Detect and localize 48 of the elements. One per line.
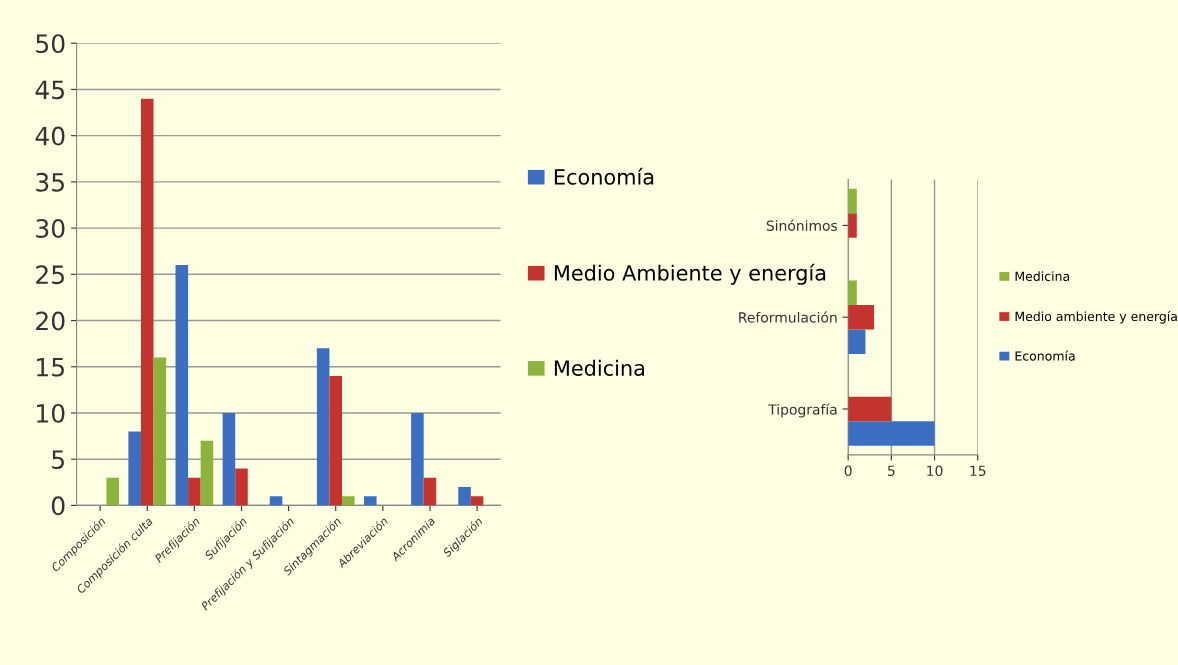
y-tick-label: Reformulación (739, 311, 837, 323)
bar (342, 496, 355, 506)
bar (848, 188, 857, 214)
y-tick-label: 10 (37, 403, 65, 423)
y-tick-label: Tipografía (768, 403, 837, 418)
bar (470, 496, 484, 506)
bar (848, 280, 857, 305)
legend-label: Economía (554, 167, 654, 185)
y-tick-label: 30 (36, 219, 65, 238)
bar (128, 431, 141, 506)
bar (848, 421, 935, 446)
y-tick-label: 20 (36, 311, 65, 331)
bar (316, 348, 330, 506)
bar (848, 213, 857, 238)
y-tick-label: 25 (36, 265, 64, 285)
y-tick-label: 0 (51, 496, 65, 516)
bar (411, 412, 424, 506)
x-tick-label: 10 (927, 465, 943, 477)
y-tick-label: Sinónimos (766, 219, 838, 231)
bar (222, 412, 236, 506)
x-tick-label: 15 (970, 465, 986, 477)
y-tick-label: 40 (35, 126, 65, 146)
legend-label: Medio Ambiente y energía (554, 263, 826, 285)
legend-label: Medio ambiente y energía (1015, 310, 1177, 324)
y-tick-label: 35 (36, 172, 64, 192)
bar (175, 265, 189, 506)
x-tick-label: 0 (844, 465, 852, 477)
bar (423, 477, 437, 506)
bar (153, 357, 167, 506)
bar (269, 496, 283, 506)
bar (364, 496, 377, 506)
y-tick-label: 15 (37, 358, 64, 377)
bar (235, 468, 248, 506)
legend-label: Medicina (554, 359, 645, 376)
bar (188, 477, 201, 506)
x-tick-label: 5 (888, 465, 895, 477)
y-tick-label: 50 (36, 34, 65, 54)
legend-label: Economía (1015, 350, 1075, 361)
bar (200, 440, 214, 506)
bar (848, 329, 866, 354)
bar (458, 486, 471, 506)
bar (140, 98, 154, 506)
bar (848, 396, 892, 422)
legend-label: Medicina (1015, 271, 1070, 281)
bar (848, 304, 875, 330)
bar (329, 375, 343, 506)
bar (106, 477, 119, 506)
y-tick-label: 45 (35, 80, 64, 100)
